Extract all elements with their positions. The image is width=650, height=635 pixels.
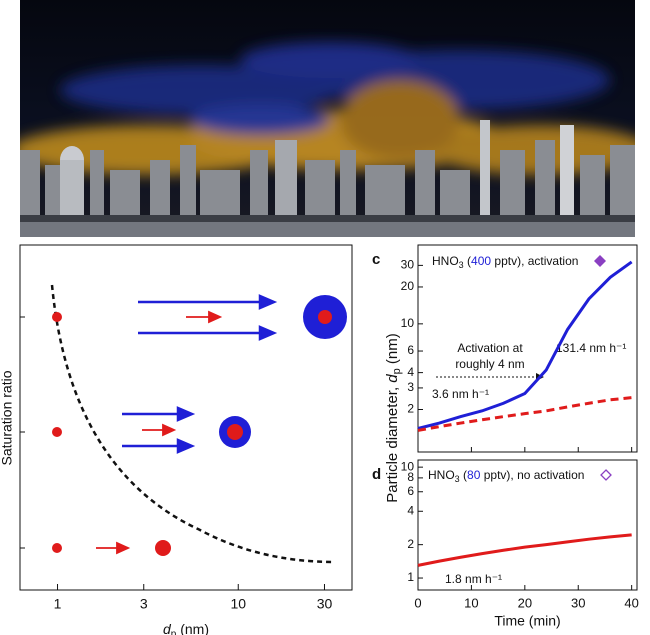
annotation-part: HNO (428, 468, 455, 482)
y-tick-label: 2 (407, 537, 414, 551)
y-tick-label: 4 (407, 503, 414, 517)
y-axis-label: Saturation ratio (0, 370, 15, 465)
x-tick-label: 20 (518, 595, 532, 610)
schematic (20, 284, 347, 564)
annotation-sub: 3 (455, 474, 460, 484)
y-tick-label: 4 (407, 365, 414, 379)
marker (600, 469, 612, 481)
annotation-part: ( (464, 254, 471, 268)
x-label-sub: p (171, 629, 177, 635)
x-axis-label: dp (nm) (163, 621, 209, 635)
y-tick-label: 30 (401, 258, 415, 272)
annotation: HNO3 (400 pptv), activation (432, 254, 578, 270)
x-tick-label: 30 (317, 596, 333, 612)
annotation: Activation at (457, 341, 523, 355)
annotation: 1.8 nm h⁻¹ (445, 572, 502, 586)
plot-frame (417, 459, 638, 591)
y-tick-label: 10 (401, 316, 415, 330)
annotation-part: pptv), no activation (480, 468, 584, 482)
annotation-part: 80 (467, 468, 481, 482)
x-tick-label: 30 (571, 595, 585, 610)
series-line (417, 396, 632, 432)
y-label-part: d (384, 374, 401, 383)
y-tick-label: 3 (407, 380, 414, 394)
marker (594, 255, 606, 267)
y-label-part: Particle diameter, (384, 383, 401, 503)
schematic-frame (19, 244, 353, 591)
plot-frame (417, 244, 638, 453)
y-tick-label: 1 (407, 570, 414, 584)
y-tick-label: 20 (401, 279, 415, 293)
y-tick-label: 2 (407, 402, 414, 416)
x-tick-label: 40 (624, 595, 638, 610)
annotation-sub: 3 (459, 260, 464, 270)
x-tick-label: 10 (230, 596, 246, 612)
x-tick-label: 3 (140, 596, 148, 612)
x-tick-label: 1 (54, 596, 62, 612)
y-tick-label: 6 (407, 343, 414, 357)
annotation: 3.6 nm h⁻¹ (432, 387, 489, 401)
annotation: HNO3 (80 pptv), no activation (428, 468, 584, 484)
annotation-part: 400 (471, 254, 491, 268)
series-line (417, 533, 632, 567)
x-label-part: (nm) (176, 621, 209, 635)
annotation: 131.4 nm h⁻¹ (556, 341, 626, 355)
annotation-part: ( (460, 468, 467, 482)
x-label-part: d (163, 621, 172, 635)
y-label-sub: p (391, 368, 403, 374)
y-label-part: (nm) (384, 333, 401, 368)
annotation-part: pptv), activation (491, 254, 578, 268)
x-tick-label: 10 (464, 595, 478, 610)
y-tick-label: 10 (401, 459, 415, 473)
series-line (417, 260, 633, 430)
x-tick-label: 0 (414, 595, 421, 610)
y-tick-label: 8 (407, 470, 414, 484)
x-axis-label: Time (min) (494, 613, 560, 629)
annotation: roughly 4 nm (455, 357, 524, 371)
y-tick-label: 6 (407, 484, 414, 498)
y-axis-label: Particle diameter, dp (nm) (384, 333, 403, 503)
panel-label: c (372, 251, 380, 268)
photo (20, 0, 635, 237)
panel-label: d (372, 466, 381, 483)
annotation-part: HNO (432, 254, 459, 268)
